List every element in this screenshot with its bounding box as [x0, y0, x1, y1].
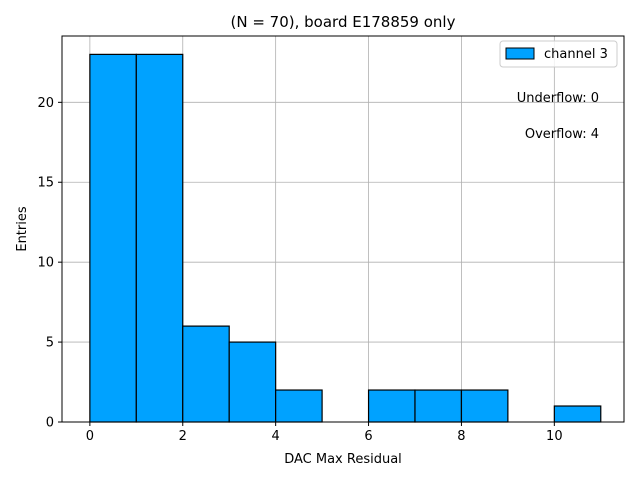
- chart-title: (N = 70), board E178859 only: [231, 13, 456, 31]
- y-tick-label-0: 0: [46, 416, 54, 431]
- x-tick-label-2: 4: [272, 429, 280, 444]
- histogram-bar-1: [135, 53, 184, 423]
- x-tick-label-5: 10: [546, 429, 563, 444]
- plot-frame: [61, 35, 625, 423]
- histogram-bar-10: [553, 405, 602, 423]
- x-tick-label-1: 2: [179, 429, 187, 444]
- legend: channel 3: [499, 40, 618, 68]
- histogram-bar-7: [414, 389, 463, 423]
- y-axis-ticks: 0 5 10 15 20: [37, 96, 62, 431]
- y-axis-label: Entries: [15, 206, 30, 252]
- x-tick-label-3: 6: [364, 429, 372, 444]
- histogram-bar-3: [228, 341, 277, 423]
- x-tick-label-4: 8: [457, 429, 465, 444]
- x-tick-label-0: 0: [86, 429, 94, 444]
- y-tick-label-1: 5: [46, 336, 54, 351]
- histogram-bar-0: [89, 53, 137, 423]
- underflow-annotation: Underflow: 0: [517, 91, 599, 106]
- legend-swatch: [505, 47, 535, 60]
- histogram-bars: [89, 53, 602, 423]
- x-axis-ticks: 0 2 4 6 8 10: [86, 422, 563, 444]
- y-tick-label-2: 10: [37, 256, 54, 271]
- histogram-bar-2: [182, 325, 230, 423]
- y-tick-label-3: 15: [37, 176, 54, 191]
- legend-label: channel 3: [544, 47, 608, 62]
- y-tick-label-4: 20: [37, 96, 54, 111]
- x-axis-label: DAC Max Residual: [284, 452, 402, 467]
- histogram-bar-6: [367, 389, 416, 423]
- histogram-bar-8: [460, 389, 509, 423]
- overflow-annotation: Overflow: 4: [525, 127, 599, 142]
- histogram-bar-4: [275, 389, 323, 423]
